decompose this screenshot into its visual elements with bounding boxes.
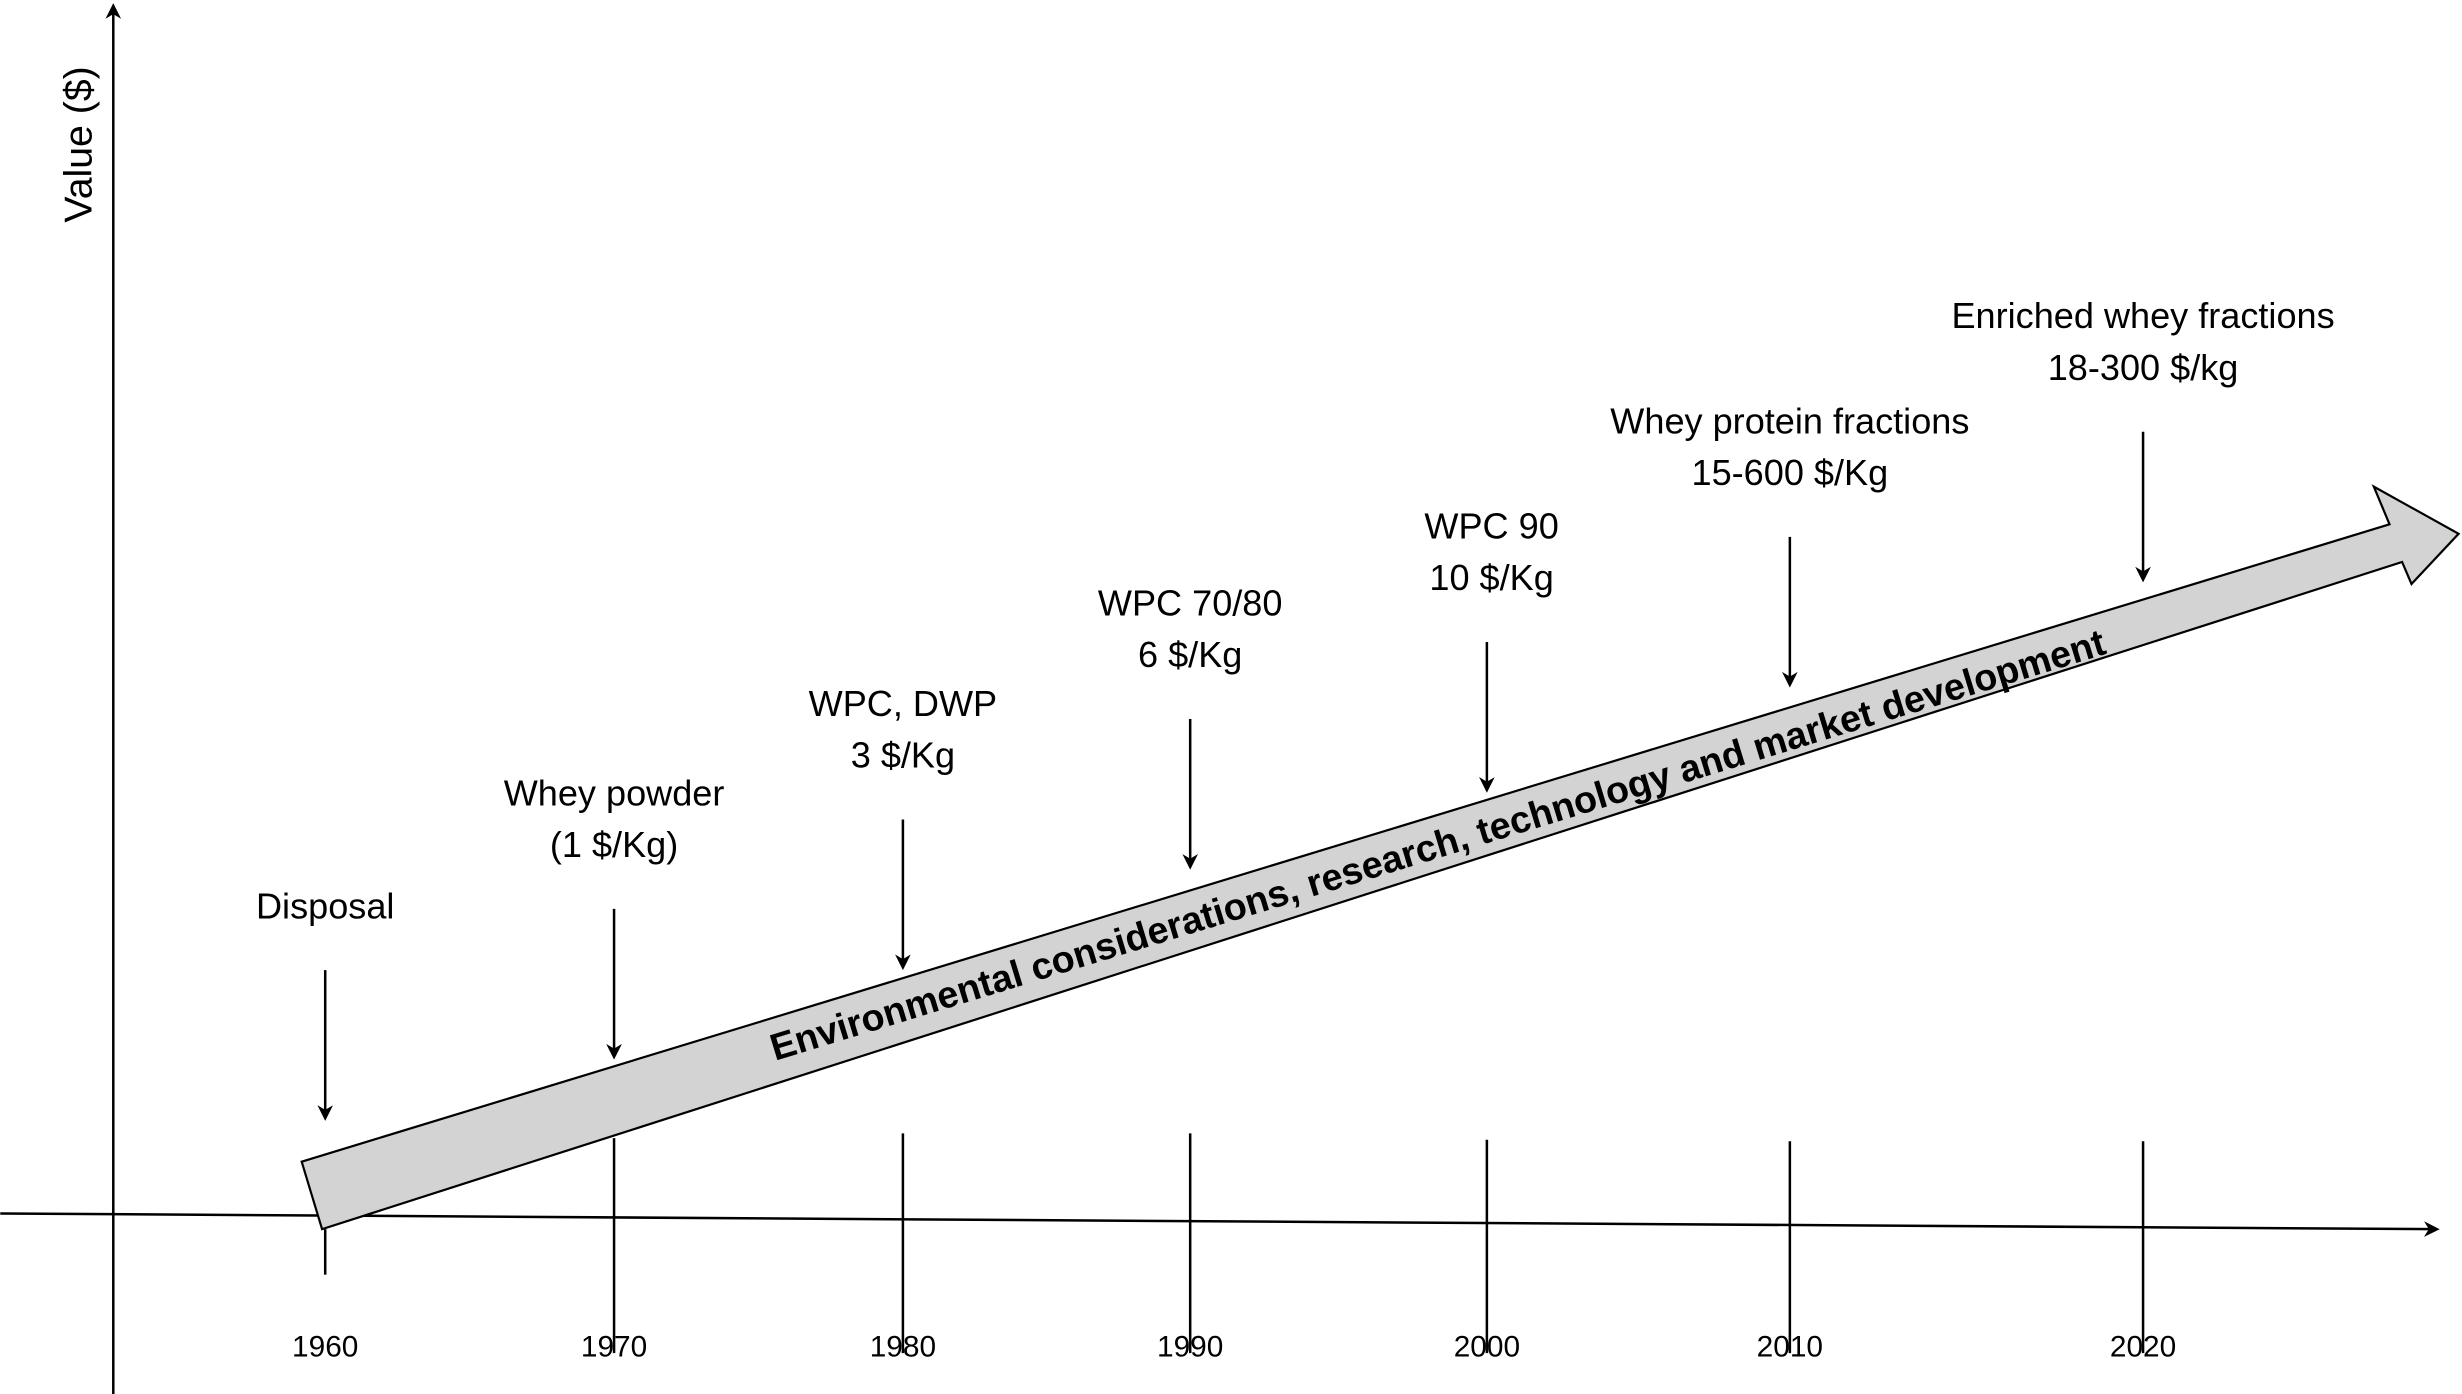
milestone-label: WPC, DWP xyxy=(809,683,997,724)
tick-label-1970: 1970 xyxy=(581,1330,647,1363)
milestone-value: 15-600 $/Kg xyxy=(1692,452,1889,493)
milestone-1960: Disposal xyxy=(256,885,394,1121)
milestone-label: WPC 90 xyxy=(1424,505,1558,546)
milestone-value: 3 $/Kg xyxy=(851,735,955,776)
tick-label-2000: 2000 xyxy=(1454,1330,1520,1363)
milestone-1980: WPC, DWP 3 $/Kg xyxy=(809,683,997,971)
milestone-label: Whey protein fractions xyxy=(1610,400,1969,441)
y-axis-label: Value ($) xyxy=(56,66,100,222)
milestone-2010: Whey protein fractions 15-600 $/Kg xyxy=(1610,400,1969,688)
milestone-value: 18-300 $/kg xyxy=(2048,347,2239,388)
milestone-value: (1 $/Kg) xyxy=(550,824,678,865)
tick-label-1980: 1980 xyxy=(870,1330,936,1363)
tick-label-1960: 1960 xyxy=(292,1330,358,1363)
x-axis xyxy=(0,1212,2440,1237)
milestone-label: Whey powder xyxy=(504,772,725,813)
progress-band-arrow xyxy=(300,484,2461,1231)
milestone-2020: Enriched whey fractions 18-300 $/kg xyxy=(1951,295,2335,583)
milestone-1990: WPC 70/80 6 $/Kg xyxy=(1098,582,1283,870)
tick-label-2020: 2020 xyxy=(2110,1330,2176,1363)
milestone-value: 10 $/Kg xyxy=(1429,557,1553,598)
milestone-label: Enriched whey fractions xyxy=(1951,295,2334,336)
milestone-value: 6 $/Kg xyxy=(1138,634,1242,675)
milestone-label: Disposal xyxy=(256,885,394,926)
milestone-2000: WPC 90 10 $/Kg xyxy=(1424,505,1559,793)
milestone-label: WPC 70/80 xyxy=(1098,582,1283,623)
tick-label-1990: 1990 xyxy=(1157,1330,1223,1363)
tick-label-2010: 2010 xyxy=(1757,1330,1823,1363)
milestone-1970: Whey powder (1 $/Kg) xyxy=(504,772,725,1060)
